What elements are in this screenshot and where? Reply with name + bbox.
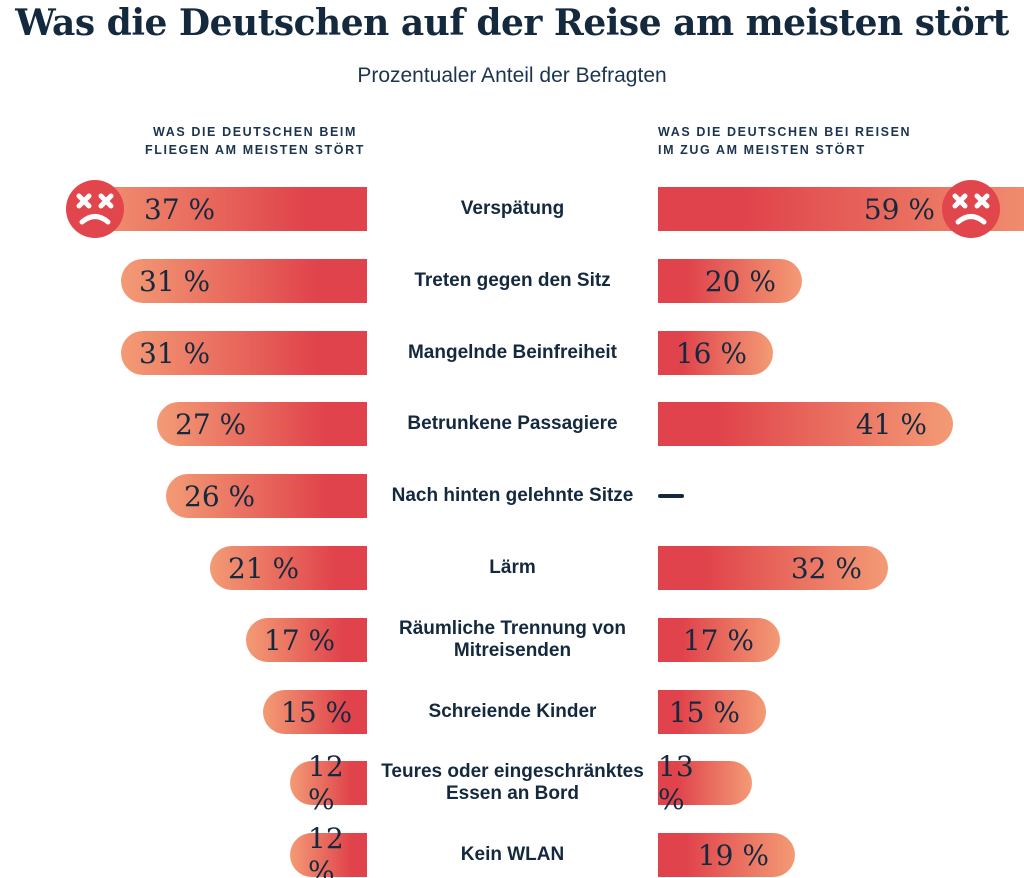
train-bar-value: 19 % — [697, 838, 769, 872]
flight-bar-value: 17 % — [264, 623, 336, 657]
no-data-dash — [658, 494, 684, 498]
flight-bar-value: 37 % — [144, 192, 216, 226]
train-column-header: WAS DIE DEUTSCHEN BEI REISEN IM ZUG AM M… — [658, 124, 1008, 159]
train-bar-value: 13 % — [658, 750, 694, 816]
flight-bar-value: 12 % — [308, 750, 344, 816]
train-bar-value: 32 % — [790, 551, 862, 585]
flight-bar: 26 % — [166, 474, 367, 518]
category-label: Mangelnde Beinfreiheit — [407, 342, 618, 363]
train-bar-value: 59 % — [863, 192, 935, 226]
train-bar: 32 % — [658, 546, 888, 590]
category-label: Lärm — [489, 557, 536, 578]
category-label: Treten gegen den Sitz — [414, 270, 611, 291]
train-bar: 19 % — [658, 833, 795, 877]
flight-bar: 31 % — [121, 259, 367, 303]
train-bar: 16 % — [658, 331, 773, 375]
flight-bar-value: 15 % — [281, 695, 353, 729]
train-column-header-line1: WAS DIE DEUTSCHEN BEI REISEN — [658, 125, 912, 139]
category-label: Räumliche Trennung von Mitreisenden — [399, 618, 626, 661]
train-bar-value: 41 % — [855, 407, 927, 441]
train-bar-value: 17 % — [682, 623, 754, 657]
train-bar-value: 15 % — [668, 695, 740, 729]
page-title: Was die Deutschen auf der Reise am meist… — [15, 2, 1009, 44]
flight-bar: 17 % — [246, 618, 367, 662]
flight-bar: 12 % — [290, 822, 367, 878]
angry-face-icon — [942, 180, 1000, 238]
angry-face-icon — [66, 180, 124, 238]
train-bar: 17 % — [658, 618, 780, 662]
flight-bar: 12 % — [290, 750, 367, 816]
flight-bar: 15 % — [263, 690, 367, 734]
category-label: Betrunkene Passagiere — [407, 413, 618, 434]
train-bar-value: 20 % — [704, 264, 776, 298]
train-bar: 13 % — [658, 750, 752, 816]
flight-bar-value: 21 % — [228, 551, 300, 585]
category-label: Schreiende Kinder — [428, 701, 597, 722]
train-bar: 15 % — [658, 690, 766, 734]
category-label: Kein WLAN — [460, 844, 565, 865]
train-column-header-line2: IM ZUG AM MEISTEN STÖRT — [658, 142, 866, 157]
flight-bar-value: 31 % — [139, 264, 211, 298]
flight-bar: 31 % — [121, 331, 367, 375]
flight-bar: 21 % — [210, 546, 367, 590]
chart-subtitle: Prozentualer Anteil der Befragten — [357, 64, 667, 87]
flight-bar-value: 12 % — [308, 822, 344, 878]
train-bar-value: 16 % — [675, 336, 747, 370]
category-label: Nach hinten gelehnte Sitze — [391, 485, 634, 506]
flight-column-header-line1: WAS DIE DEUTSCHEN BEIM — [153, 125, 357, 139]
flight-bar-value: 31 % — [139, 336, 211, 370]
flight-column-header-line2: FLIEGEN AM MEISTEN STÖRT — [145, 142, 365, 157]
category-label: Teures oder eingeschränktes Essen an Bor… — [381, 761, 644, 804]
flight-bar-value: 26 % — [184, 479, 256, 513]
flight-column-header: WAS DIE DEUTSCHEN BEIM FLIEGEN AM MEISTE… — [70, 124, 440, 159]
train-bar: 41 % — [658, 402, 953, 446]
flight-bar-value: 27 % — [175, 407, 247, 441]
flight-bar: 27 % — [157, 402, 367, 446]
category-label: Verspätung — [460, 198, 565, 219]
train-bar: 20 % — [658, 259, 802, 303]
